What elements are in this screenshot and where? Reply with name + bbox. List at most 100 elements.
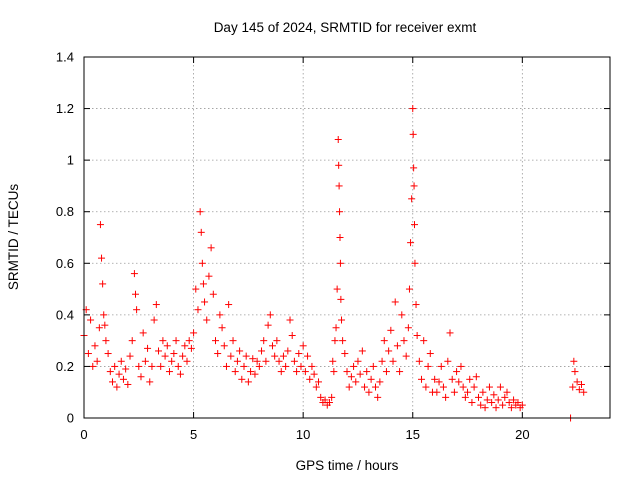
- data-point: [212, 337, 219, 345]
- ticks-layer: 0 5 10 15 20 0 0.2 0.4 0.6 0.8 1 1.2 1.4: [56, 50, 610, 442]
- y-tick-label: 1: [67, 153, 74, 168]
- data-point: [93, 357, 101, 365]
- data-point: [335, 182, 343, 190]
- data-point: [172, 337, 180, 345]
- data-point: [411, 259, 419, 267]
- data-point: [361, 383, 369, 391]
- data-point: [402, 352, 410, 360]
- data-point: [227, 352, 235, 360]
- data-point: [431, 375, 439, 383]
- data-point: [412, 301, 420, 309]
- data-point: [464, 388, 472, 396]
- data-point: [104, 350, 112, 358]
- data-point: [503, 388, 511, 396]
- data-point: [580, 388, 588, 396]
- data-point: [569, 383, 577, 391]
- data-point: [312, 383, 320, 391]
- data-point: [144, 344, 152, 352]
- data-point: [214, 350, 222, 358]
- data-point: [249, 355, 257, 363]
- x-tick-label: 15: [406, 427, 420, 442]
- data-point: [196, 208, 204, 216]
- data-point: [330, 368, 338, 376]
- data-point: [297, 362, 305, 370]
- data-point: [426, 350, 434, 358]
- data-point: [336, 259, 344, 267]
- data-point: [268, 342, 276, 350]
- data-point: [157, 362, 165, 370]
- data-point: [163, 342, 171, 350]
- data-point: [170, 350, 178, 358]
- data-point: [139, 329, 147, 337]
- data-point: [468, 399, 476, 407]
- data-point: [187, 344, 195, 352]
- data-point: [337, 295, 345, 303]
- data-point: [409, 130, 417, 138]
- data-point: [459, 383, 467, 391]
- data-point: [89, 362, 97, 370]
- data-point: [378, 357, 386, 365]
- data-point: [317, 393, 325, 401]
- x-tick-label: 5: [190, 427, 197, 442]
- data-point: [96, 221, 104, 229]
- data-point: [398, 311, 406, 319]
- data-point: [409, 105, 417, 113]
- data-point: [494, 396, 502, 404]
- data-point: [343, 368, 351, 376]
- y-tick-label: 0.8: [56, 204, 74, 219]
- data-point: [203, 316, 211, 324]
- data-point: [570, 357, 578, 365]
- data-point: [490, 391, 498, 399]
- data-point: [161, 352, 169, 360]
- data-point: [444, 357, 452, 365]
- data-point: [334, 136, 342, 144]
- data-point: [410, 164, 418, 172]
- data-point: [578, 380, 586, 388]
- x-tick-label: 0: [80, 427, 87, 442]
- data-point: [338, 316, 346, 324]
- data-point: [113, 383, 121, 391]
- data-point: [422, 383, 430, 391]
- data-point: [255, 362, 263, 370]
- data-point: [453, 368, 461, 376]
- data-point: [130, 270, 138, 278]
- data-point: [483, 396, 491, 404]
- data-point: [367, 375, 375, 383]
- data-point: [135, 362, 143, 370]
- data-point: [345, 383, 353, 391]
- data-point: [396, 368, 404, 376]
- data-point: [400, 337, 408, 345]
- data-point: [295, 350, 303, 358]
- data-point: [321, 396, 329, 404]
- data-point: [119, 375, 127, 383]
- data-point: [91, 342, 99, 350]
- data-point: [190, 329, 198, 337]
- data-point: [479, 388, 487, 396]
- data-point: [155, 347, 163, 355]
- data-point: [122, 365, 130, 373]
- data-point: [229, 337, 237, 345]
- data-point: [492, 404, 500, 412]
- data-point: [573, 378, 581, 386]
- data-point: [448, 375, 456, 383]
- data-point: [288, 331, 296, 339]
- data-point: [192, 285, 200, 293]
- data-point: [455, 378, 463, 386]
- data-point: [363, 368, 371, 376]
- data-point: [499, 401, 507, 409]
- data-point: [174, 362, 182, 370]
- plot-frame: [83, 56, 611, 419]
- data-point: [371, 383, 379, 391]
- data-point: [488, 399, 496, 407]
- data-point: [260, 337, 268, 345]
- data-point: [264, 321, 272, 329]
- data-point: [218, 324, 226, 332]
- y-tick-label: 0.6: [56, 256, 74, 271]
- data-point: [286, 316, 294, 324]
- data-point: [98, 254, 106, 262]
- data-point: [354, 357, 362, 365]
- y-axis-label: SRMTID / TECUs: [6, 184, 21, 291]
- data-point: [350, 362, 358, 370]
- data-point: [99, 280, 107, 288]
